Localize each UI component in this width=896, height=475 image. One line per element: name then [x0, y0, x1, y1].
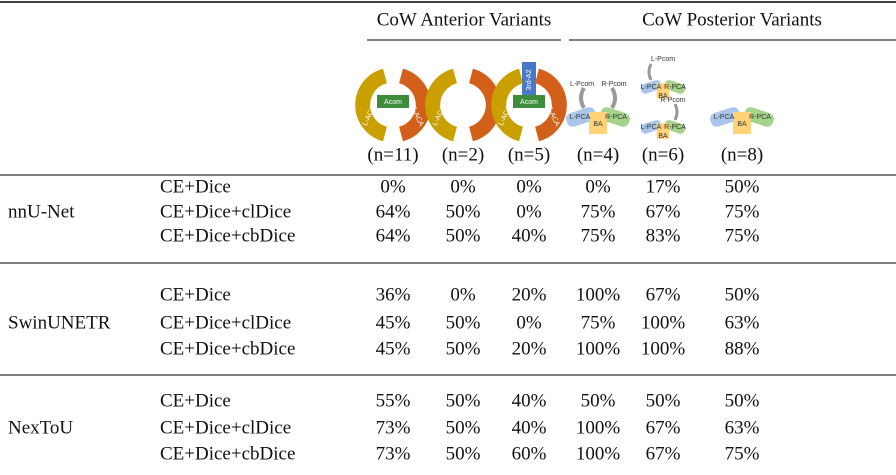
cell: 0% [450, 176, 476, 197]
icon-label: L-PCA [641, 124, 662, 131]
icon-label: BA [593, 121, 603, 128]
cell: 100% [576, 417, 621, 438]
icon-label: R-PCA [605, 114, 627, 121]
cell: 0% [450, 284, 476, 305]
cell: 67% [646, 201, 681, 222]
cell: 88% [725, 338, 760, 359]
icon-label: L-PCA [641, 84, 662, 91]
cell: 75% [581, 312, 616, 333]
cell: 0% [516, 312, 542, 333]
cell: 50% [446, 338, 481, 359]
cell: 50% [446, 390, 481, 411]
loss-name: CE+Dice+clDice [160, 417, 291, 438]
pcom [612, 88, 615, 108]
icon-label: R-PCA [664, 84, 686, 91]
cell: 50% [446, 417, 481, 438]
r-aca [471, 76, 493, 134]
icon-label: R-PCA [749, 114, 771, 121]
icon-label: Acom [520, 99, 538, 106]
icon-label: R-PCA [664, 124, 686, 131]
cell: 0% [516, 176, 542, 197]
table: CoW Anterior Variants CoW Posterior Vari… [0, 0, 896, 475]
cell: 40% [512, 390, 547, 411]
cell: 83% [646, 225, 681, 246]
cell: 63% [725, 312, 760, 333]
count: (n=2) [442, 144, 484, 165]
count: (n=6) [642, 144, 684, 165]
cell: 67% [646, 284, 681, 305]
cell: 75% [581, 201, 616, 222]
cell: 100% [641, 312, 686, 333]
count: (n=4) [577, 144, 619, 165]
cell: 75% [725, 201, 760, 222]
pcom [649, 64, 651, 80]
icon-label: BA [658, 133, 668, 140]
cell: 40% [512, 225, 547, 246]
group-header: CoW Posterior Variants [642, 9, 822, 30]
icon-label: L-Pcom [570, 81, 594, 88]
cell: 64% [376, 201, 411, 222]
loss-name: CE+Dice [160, 390, 231, 411]
model-name: SwinUNETR [8, 312, 111, 333]
cell: 50% [646, 390, 681, 411]
cell: 75% [725, 443, 760, 464]
icon-label: BA [737, 121, 747, 128]
cell: 100% [576, 443, 621, 464]
cell: 50% [446, 201, 481, 222]
cell: 67% [646, 443, 681, 464]
icon-label: R-Pcom [601, 81, 626, 88]
cell: 0% [516, 201, 542, 222]
icon-label: L-PCA [570, 114, 591, 121]
icon-label: Acom [384, 99, 402, 106]
cell: 50% [446, 443, 481, 464]
cell: 50% [446, 312, 481, 333]
cell: 40% [512, 417, 547, 438]
icon-label: R-Pcom [660, 97, 685, 104]
cell: 100% [576, 338, 621, 359]
cell: 0% [585, 176, 611, 197]
cell: 50% [725, 176, 760, 197]
cell: 63% [725, 417, 760, 438]
cell: 17% [646, 176, 681, 197]
cell: 73% [376, 417, 411, 438]
cell: 60% [512, 443, 547, 464]
cell: 20% [512, 284, 547, 305]
model-name: nnU-Net [8, 201, 75, 222]
group-header: CoW Anterior Variants [377, 9, 552, 30]
cell: 67% [646, 417, 681, 438]
icon-label: L-PCA [714, 114, 735, 121]
count: (n=8) [721, 144, 763, 165]
loss-name: CE+Dice+cbDice [160, 443, 295, 464]
loss-name: CE+Dice [160, 176, 231, 197]
cell: 55% [376, 390, 411, 411]
loss-name: CE+Dice+cbDice [160, 338, 295, 359]
cell: 50% [446, 225, 481, 246]
cell: 64% [376, 225, 411, 246]
cell: 50% [725, 390, 760, 411]
cell: 50% [725, 284, 760, 305]
cell: 45% [376, 312, 411, 333]
pcom [581, 88, 584, 108]
cell: 45% [376, 338, 411, 359]
cell: 100% [641, 338, 686, 359]
loss-name: CE+Dice+clDice [160, 312, 291, 333]
cell: 0% [380, 176, 406, 197]
loss-name: CE+Dice+cbDice [160, 225, 295, 246]
loss-name: CE+Dice [160, 284, 231, 305]
cell: 50% [581, 390, 616, 411]
icon-label: 3rd-A2 [526, 69, 533, 90]
cell: 36% [376, 284, 411, 305]
pcom [675, 104, 677, 120]
loss-name: CE+Dice+clDice [160, 201, 291, 222]
count: (n=11) [367, 144, 418, 165]
count: (n=5) [508, 144, 550, 165]
cell: 20% [512, 338, 547, 359]
model-name: NexToU [8, 417, 73, 438]
cell: 75% [581, 225, 616, 246]
icon-label: L-Pcom [651, 56, 675, 63]
cell: 75% [725, 225, 760, 246]
cell: 73% [376, 443, 411, 464]
cell: 100% [576, 284, 621, 305]
